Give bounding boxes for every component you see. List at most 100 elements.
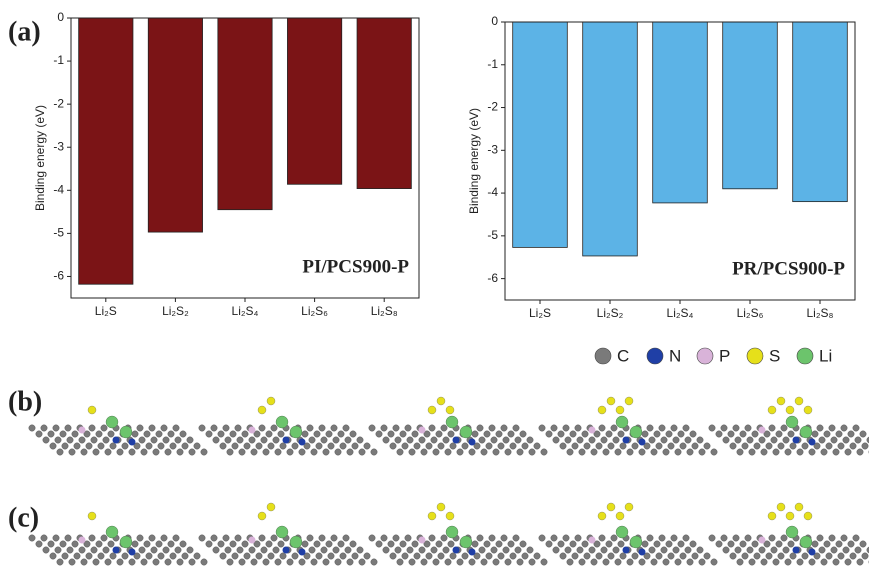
molecule-atom <box>105 559 111 565</box>
molecule-atom <box>369 535 375 541</box>
molecule-atom <box>642 541 648 547</box>
molecule-atom <box>776 541 782 547</box>
molecule-atom <box>161 425 167 431</box>
molecule-atom <box>766 443 772 449</box>
molecule-atom <box>397 449 403 455</box>
molecule-atom <box>326 541 332 547</box>
molecule-atom <box>570 541 576 547</box>
molecule-atom <box>113 437 120 444</box>
molecule-atom <box>170 553 176 559</box>
molecule-atom <box>781 425 787 431</box>
molecule-atom <box>261 437 267 443</box>
molecule-atom <box>235 535 241 541</box>
molecule-atom <box>534 553 540 559</box>
molecule-atom <box>730 553 736 559</box>
molecule-atom <box>809 549 816 556</box>
molecule-atom <box>728 431 734 437</box>
molecule-atom <box>429 425 435 431</box>
molecule-atom <box>862 443 868 449</box>
molecule-atom <box>843 437 849 443</box>
molecule-atom <box>256 443 262 449</box>
molecule-atom <box>766 553 772 559</box>
molecule-atom <box>230 541 236 547</box>
molecule-atom <box>364 553 370 559</box>
molecule-atom <box>319 425 325 431</box>
molecule-atom <box>173 425 179 431</box>
molecule-atom <box>89 425 95 431</box>
molecule-atom <box>709 425 715 431</box>
molecule-atom <box>244 443 250 449</box>
molecule-atom <box>836 541 842 547</box>
molecule-atom <box>103 437 109 443</box>
molecule-atom <box>446 526 458 538</box>
molecule-atom <box>259 535 265 541</box>
molecule-atom <box>723 437 729 443</box>
molecule-atom <box>651 449 657 455</box>
molecule-atom <box>69 449 75 455</box>
molecule-atom <box>848 541 854 547</box>
molecule-atom <box>173 535 179 541</box>
molecule-atom <box>804 512 812 520</box>
molecule-atom <box>683 535 689 541</box>
molecule-atom <box>443 547 449 553</box>
molecule-atom <box>177 559 183 565</box>
molecule-atom <box>189 559 195 565</box>
y-tick-label: -2 <box>53 96 64 110</box>
molecule-atom <box>194 553 200 559</box>
molecule-atom <box>103 547 109 553</box>
molecule-atom <box>656 553 662 559</box>
molecule-atom <box>498 553 504 559</box>
molecule-atom <box>616 526 628 538</box>
molecule-atom <box>328 553 334 559</box>
molecule-atom <box>768 406 776 414</box>
molecule-atom <box>220 553 226 559</box>
molecule-atom <box>721 535 727 541</box>
molecule-atom <box>527 437 533 443</box>
molecule-atom <box>513 425 519 431</box>
molecule-atom <box>433 449 439 455</box>
molecule-atom <box>244 553 250 559</box>
molecule-atom <box>129 549 136 556</box>
molecule-atom <box>335 559 341 565</box>
molecule-atom <box>357 437 363 443</box>
molecule-atom <box>309 547 315 553</box>
molecule-atom <box>457 559 463 565</box>
molecule-atom <box>845 559 851 565</box>
molecule-atom <box>601 547 607 553</box>
molecule-atom <box>163 437 169 443</box>
molecule-atom <box>508 431 514 437</box>
molecule-atom <box>108 541 114 547</box>
molecule-atom <box>489 535 495 541</box>
molecule-atom <box>96 431 102 437</box>
legend-swatch <box>647 348 663 364</box>
molecule-atom <box>331 535 337 541</box>
molecule-atom <box>752 541 758 547</box>
molecule-atom <box>316 553 322 559</box>
molecule-atom <box>258 406 266 414</box>
molecule-atom <box>331 425 337 431</box>
molecule-atom <box>106 416 118 428</box>
molecule-atom <box>314 431 320 437</box>
molecule-atom <box>680 443 686 449</box>
molecule-atom <box>139 547 145 553</box>
molecule-atom <box>553 547 559 553</box>
molecule-atom <box>558 541 564 547</box>
molecule-atom <box>101 535 107 541</box>
molecule-atom <box>287 449 293 455</box>
molecule-atom <box>596 443 602 449</box>
molecule-atom <box>137 425 143 431</box>
molecule-atom <box>778 443 784 449</box>
molecule-atom <box>311 449 317 455</box>
molecule-atom <box>74 553 80 559</box>
molecule-atom <box>745 535 751 541</box>
molecule-atom <box>446 512 454 520</box>
molecule-atom <box>541 449 547 455</box>
molecule-atom <box>319 535 325 541</box>
molecule-atom <box>88 406 96 414</box>
molecule-atom <box>235 425 241 431</box>
molecule-atom <box>407 547 413 553</box>
molecule-atom <box>515 437 521 443</box>
molecule-atom <box>357 547 363 553</box>
molecule-atom <box>477 535 483 541</box>
y-tick-label: -6 <box>487 271 498 285</box>
